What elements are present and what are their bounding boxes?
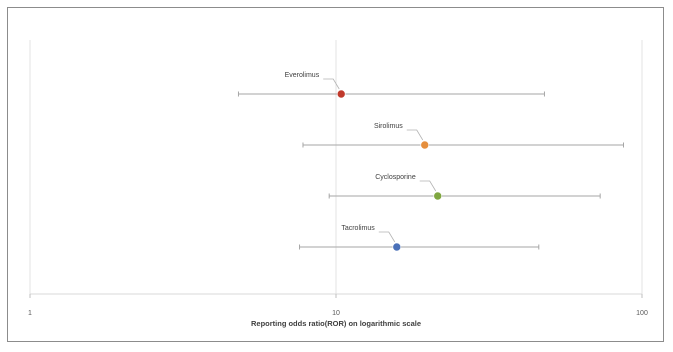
everolimus-leader-line (323, 78, 340, 90)
cyclosporine-point (433, 191, 443, 201)
x-tick-label-2: 100 (636, 310, 648, 317)
tacrolimus-point (392, 242, 402, 252)
sirolimus-point (420, 140, 430, 150)
everolimus-point (336, 89, 346, 99)
gridlines (29, 40, 643, 294)
tacrolimus-label: Tacrolimus (341, 225, 375, 232)
series-group: Everolimus Sirolimus Cyclosporine Tacrolimu… (237, 72, 624, 252)
x-tick-label-0: 1 (28, 310, 32, 317)
x-tick-label-1: 10 (332, 310, 340, 317)
sirolimus-label: Sirolimus (374, 123, 403, 130)
cyclosporine-leader-line (419, 180, 437, 192)
tacrolimus-leader-line (378, 231, 396, 243)
x-axis-title: Reporting odds ratio(ROR) on logarithmic… (251, 319, 421, 328)
sirolimus-leader-line (406, 129, 424, 141)
everolimus-label: Everolimus (285, 72, 320, 79)
x-axis-ticks: 1 10 100 (28, 294, 648, 317)
cyclosporine-label: Cyclosporine (375, 174, 416, 181)
